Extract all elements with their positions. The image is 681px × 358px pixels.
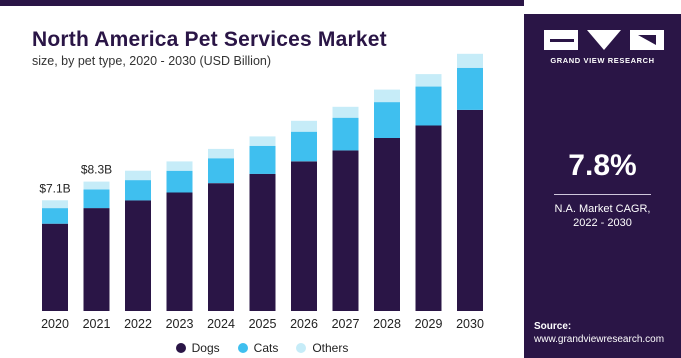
bar-others-2025 [249, 136, 276, 146]
bar-cats-2026 [291, 131, 317, 162]
chart-title: North America Pet Services Market [32, 28, 387, 51]
bar-dogs-2029 [415, 125, 442, 311]
bar-others-2020 [42, 200, 68, 209]
bar-dogs-2023 [166, 192, 193, 311]
bar-cats-2028 [374, 102, 400, 138]
bar-dogs-2020 [42, 223, 68, 311]
x-tick-2029: 2029 [415, 317, 443, 331]
chart-subtitle: size, by pet type, 2020 - 2030 (USD Bill… [32, 54, 272, 68]
bar-cats-2024 [208, 158, 234, 184]
bar-cats-2023 [166, 170, 193, 193]
legend-item-dogs: Dogs [175, 341, 220, 355]
bar-dogs-2027 [332, 150, 359, 311]
source-url[interactable]: www.grandviewresearch.com [534, 334, 665, 345]
cagr-value: 7.8% [568, 149, 637, 182]
bar-others-2027 [332, 106, 359, 118]
bar-others-2026 [291, 120, 317, 132]
x-tick-2028: 2028 [373, 317, 401, 331]
bar-dogs-2030 [457, 109, 483, 312]
cagr-label-line1: N.A. Market CAGR, [554, 203, 651, 215]
bar-others-2028 [374, 89, 400, 103]
source-label: Source: [534, 321, 572, 332]
x-tick-2023: 2023 [166, 317, 194, 331]
legend-swatch-cats [237, 343, 248, 353]
bar-dogs-2028 [374, 138, 400, 311]
x-tick-2025: 2025 [249, 317, 277, 331]
brand-name: GRAND VIEW RESEARCH [550, 56, 655, 65]
legend-label-dogs: Dogs [191, 341, 220, 355]
bar-cats-2021 [83, 189, 110, 209]
source-note: Source: www.grandviewresearch.com [534, 320, 679, 346]
grand-view-research-logo [544, 30, 664, 50]
x-tick-2024: 2024 [207, 317, 235, 331]
bar-cats-2022 [125, 180, 151, 201]
x-tick-2022: 2022 [124, 317, 152, 331]
bar-dogs-2024 [208, 183, 234, 311]
x-tick-2027: 2027 [332, 317, 360, 331]
chart-panel: North America Pet Services Market size, … [0, 0, 524, 358]
bar-others-2029 [415, 74, 442, 87]
bar-chart: $7.1B 2020 $8.3B 2021 2022 2023 2024 2025 2026 20… [39, 53, 484, 331]
bar-cats-2020 [42, 208, 68, 224]
cagr-divider [554, 194, 651, 195]
data-label-2020: $7.1B [39, 181, 70, 195]
cagr-label: N.A. Market CAGR, 2022 - 2030 [524, 202, 681, 230]
bar-dogs-2022 [125, 200, 151, 311]
x-tick-2020: 2020 [41, 317, 69, 331]
x-tick-2030: 2030 [456, 317, 484, 331]
x-tick-2021: 2021 [83, 317, 111, 331]
bar-cats-2029 [415, 86, 442, 126]
data-label-2021: $8.3B [81, 163, 112, 177]
bar-cats-2025 [249, 145, 276, 174]
bar-others-2021 [83, 181, 110, 190]
bar-others-2024 [208, 148, 234, 159]
bar-cats-2027 [332, 117, 359, 151]
bar-others-2030 [457, 53, 483, 68]
legend-label-cats: Cats [253, 341, 279, 355]
bar-others-2022 [125, 170, 151, 181]
x-tick-2026: 2026 [290, 317, 318, 331]
legend-item-cats: Cats [237, 341, 279, 355]
legend-item-others: Others [296, 341, 348, 355]
bar-dogs-2021 [83, 208, 110, 311]
bar-others-2023 [166, 161, 193, 171]
sidebar-panel: GRAND VIEW RESEARCH 7.8% N.A. Market CAG… [524, 14, 681, 358]
legend-swatch-others [296, 343, 307, 353]
bar-dogs-2025 [249, 173, 276, 311]
legend-label-others: Others [312, 341, 349, 355]
legend-swatch-dogs [175, 343, 186, 353]
bar-dogs-2026 [291, 161, 317, 311]
bar-cats-2030 [457, 67, 483, 110]
cagr-label-line2: 2022 - 2030 [573, 217, 632, 229]
chart-legend: Dogs Cats Others [0, 338, 524, 358]
